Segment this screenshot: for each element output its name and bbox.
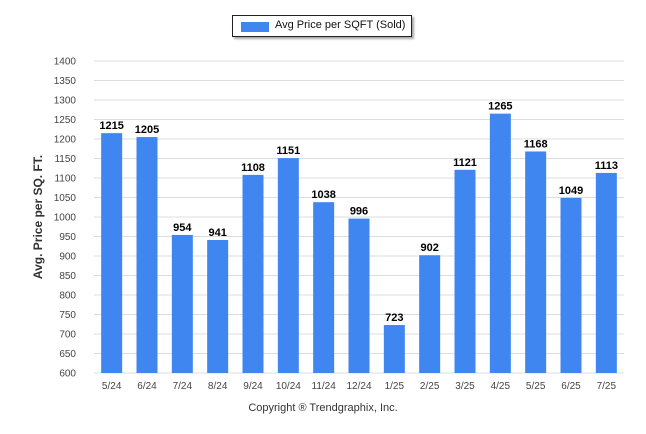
x-tick-label: 11/24: [312, 381, 337, 392]
data-label: 902: [420, 242, 438, 254]
legend-label: Avg Price per SQFT (Sold): [275, 19, 406, 31]
x-tick-label: 2/25: [420, 381, 440, 392]
copyright-text: Copyright ® Trendgraphix, Inc.: [248, 402, 398, 414]
x-tick-label: 5/25: [526, 381, 546, 392]
bar: [383, 325, 405, 373]
y-tick-label: 700: [59, 330, 76, 341]
y-tick-label: 650: [59, 349, 76, 360]
x-tick-label: 7/24: [173, 381, 193, 392]
bar: [171, 234, 193, 373]
x-tick-label: 3/25: [455, 381, 475, 392]
legend-swatch: [241, 22, 269, 32]
bar: [419, 255, 441, 373]
y-tick-label: 1050: [54, 193, 77, 204]
data-label: 996: [350, 206, 368, 218]
y-tick-label: 1350: [54, 76, 77, 87]
x-tick-label: 6/24: [137, 381, 157, 392]
bar: [313, 202, 335, 373]
data-label: 941: [208, 227, 226, 239]
bar: [277, 158, 299, 373]
bar: [207, 240, 229, 373]
y-tick-label: 600: [59, 369, 76, 380]
x-tick-label: 6/25: [561, 381, 581, 392]
x-tick-label: 1/25: [385, 381, 405, 392]
data-label: 1113: [595, 160, 618, 172]
y-axis-label: Avg. Price per SQ. FT.: [31, 155, 45, 279]
data-label: 1049: [559, 185, 583, 197]
data-label: 1215: [99, 120, 123, 132]
legend: Avg Price per SQFT (Sold): [232, 15, 412, 37]
data-label: 1265: [488, 101, 512, 113]
data-label: 1121: [453, 157, 477, 169]
bar: [454, 169, 476, 373]
bar: [560, 197, 582, 373]
data-label: 1108: [241, 162, 265, 174]
y-tick-label: 850: [59, 271, 76, 282]
y-tick-label: 1150: [54, 154, 76, 165]
x-tick-label: 7/25: [597, 381, 617, 392]
data-label: 1205: [135, 124, 159, 136]
y-tick-label: 1100: [54, 174, 76, 185]
y-tick-label: 1300: [54, 96, 77, 107]
bar: [595, 172, 617, 373]
data-label: 723: [385, 312, 403, 324]
bar: [525, 151, 547, 373]
x-tick-label: 4/25: [491, 381, 511, 392]
data-label: 1038: [311, 189, 335, 201]
data-label: 954: [173, 222, 192, 234]
y-tick-label: 1400: [54, 57, 77, 68]
y-tick-label: 1250: [54, 115, 77, 126]
y-tick-label: 750: [59, 310, 76, 321]
x-tick-label: 10/24: [276, 381, 301, 392]
bar: [136, 137, 158, 373]
y-tick-label: 900: [59, 252, 76, 263]
x-tick-label: 9/24: [243, 381, 263, 392]
x-tick-label: 5/24: [102, 381, 122, 392]
y-tick-label: 950: [59, 232, 76, 243]
bar: [242, 174, 264, 373]
bar: [348, 218, 370, 373]
bar: [489, 113, 511, 374]
data-label: 1151: [276, 145, 300, 157]
bar: [101, 133, 123, 373]
data-label: 1168: [524, 138, 548, 150]
y-tick-label: 1000: [54, 213, 77, 224]
y-tick-label: 1200: [54, 135, 77, 146]
x-tick-label: 8/24: [208, 381, 228, 392]
y-tick-label: 800: [59, 291, 76, 302]
x-tick-label: 12/24: [346, 381, 371, 392]
